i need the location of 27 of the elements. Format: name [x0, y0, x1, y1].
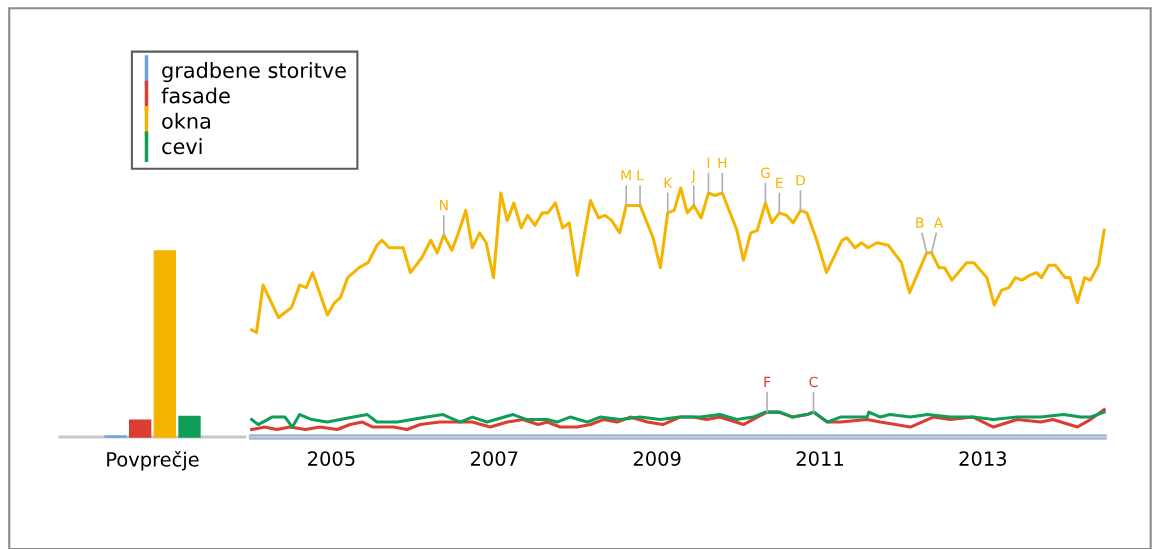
x-tick-label: 2007 — [470, 451, 518, 466]
annotation: N — [439, 200, 448, 211]
bar — [153, 250, 177, 438]
annotation: I — [707, 157, 710, 168]
bar — [178, 415, 201, 438]
x-tick-label: 2013 — [959, 451, 1007, 466]
annotation: C — [809, 376, 818, 388]
x-tick-label: 2009 — [633, 451, 681, 466]
bar — [128, 419, 152, 438]
annotation: G — [760, 167, 770, 179]
legend-label: cevi — [162, 138, 202, 155]
annotation: K — [664, 177, 673, 188]
x-tick-label: Povprečje — [107, 450, 199, 471]
x-tick-label: 2005 — [308, 451, 355, 466]
annotation: A — [933, 217, 944, 228]
annotation: B — [916, 217, 924, 228]
annotation: H — [718, 157, 727, 168]
annotation: L — [637, 170, 644, 181]
annotation: E — [776, 177, 783, 188]
annotation: J — [691, 170, 695, 184]
annotation: M — [621, 170, 631, 181]
x-tick-label: 2011 — [796, 451, 843, 466]
legend-label: okna — [162, 112, 210, 129]
legend-label: gradbene storitve — [162, 62, 346, 83]
annotation: F — [764, 376, 771, 387]
legend-label: fasade — [161, 87, 230, 104]
annotation: D — [796, 175, 805, 186]
